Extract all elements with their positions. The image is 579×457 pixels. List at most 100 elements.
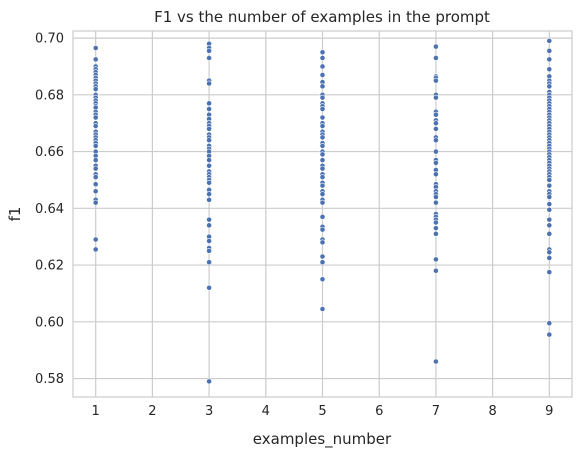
data-point: [319, 72, 326, 78]
data-point: [546, 194, 553, 200]
data-point: [319, 63, 326, 70]
data-point: [206, 247, 212, 254]
x-tick-label: 3: [205, 404, 213, 419]
data-point: [206, 378, 212, 385]
data-point: [319, 143, 326, 149]
x-tick-label: 5: [318, 404, 326, 419]
y-tick-label: 0.60: [35, 315, 64, 330]
y-tick-label: 0.62: [35, 259, 64, 274]
data-point: [319, 55, 326, 61]
data-point: [546, 47, 553, 54]
data-point: [546, 182, 553, 189]
data-point: [92, 56, 99, 63]
data-point: [433, 358, 439, 365]
data-point: [206, 216, 212, 223]
data-point: [92, 114, 99, 121]
data-point: [206, 191, 212, 198]
data-point: [433, 171, 439, 178]
y-tick-label: 0.64: [35, 202, 64, 217]
data-point: [319, 182, 326, 189]
data-point: [206, 80, 212, 87]
data-point: [319, 123, 326, 129]
data-point: [319, 213, 326, 220]
x-tick-label: 1: [92, 404, 100, 419]
data-point: [319, 253, 326, 260]
data-point: [92, 165, 99, 172]
data-point: [546, 222, 553, 229]
y-axis-label: f1: [6, 207, 24, 222]
data-point: [319, 191, 326, 198]
data-point: [92, 188, 99, 195]
data-point: [433, 256, 439, 263]
data-point: [319, 259, 326, 266]
data-point: [92, 174, 99, 181]
data-point: [433, 160, 439, 166]
data-point: [319, 174, 326, 181]
data-point: [319, 106, 326, 112]
data-point: [319, 239, 326, 246]
data-point: [92, 123, 99, 129]
data-point: [92, 143, 99, 149]
y-tick-labels: 0.58 0.60 0.62 0.64 0.66 0.68 0.70: [35, 32, 64, 387]
data-point: [546, 269, 553, 276]
x-tick-label: 9: [545, 404, 553, 419]
data-point: [546, 177, 553, 183]
x-tick-label: 4: [262, 404, 270, 419]
data-point: [433, 120, 439, 127]
data-point: [92, 157, 99, 163]
chart-title: F1 vs the number of examples in the prom…: [154, 8, 490, 26]
data-point: [206, 100, 212, 107]
data-point: [433, 137, 439, 144]
data-point: [319, 306, 326, 312]
data-point: [92, 181, 99, 188]
data-point: [206, 47, 212, 54]
data-point: [433, 94, 439, 101]
y-tick-label: 0.66: [35, 145, 64, 160]
data-point: [319, 199, 326, 206]
data-point: [546, 206, 553, 213]
data-point: [92, 236, 99, 243]
data-point: [546, 201, 553, 207]
data-point: [92, 45, 99, 51]
data-point: [206, 222, 212, 229]
x-tick-label: 6: [375, 404, 383, 419]
data-point: [319, 94, 326, 101]
data-point: [433, 199, 439, 206]
data-point: [206, 162, 212, 169]
data-point: [546, 83, 553, 90]
data-point: [319, 165, 326, 172]
data-point: [546, 331, 553, 338]
data-point: [433, 125, 439, 132]
data-point: [433, 267, 439, 274]
x-tick-label: 8: [488, 404, 496, 419]
data-point: [92, 199, 99, 206]
data-point: [319, 276, 326, 283]
data-point: [319, 134, 326, 141]
data-point: [433, 225, 439, 232]
data-point: [206, 284, 212, 291]
data-point: [206, 157, 212, 163]
x-tick-labels: 1 2 3 4 5 6 7 8 9: [92, 404, 554, 419]
data-point: [546, 66, 553, 73]
data-point: [319, 151, 326, 158]
data-point: [319, 114, 326, 121]
data-point: [546, 249, 553, 256]
data-point: [206, 196, 212, 203]
data-point: [206, 125, 212, 132]
y-tick-label: 0.70: [35, 32, 64, 47]
data-point: [433, 219, 439, 226]
data-point: [433, 148, 439, 155]
data-point: [433, 43, 439, 50]
data-point: [546, 230, 553, 237]
x-tick-label: 7: [432, 404, 440, 419]
data-point: [319, 157, 326, 163]
data-point: [206, 238, 212, 244]
y-tick-label: 0.58: [35, 372, 64, 387]
data-points: [92, 38, 553, 385]
data-point: [433, 111, 439, 118]
data-point: [546, 320, 553, 327]
data-point: [92, 86, 99, 93]
data-point: [433, 194, 439, 200]
plot-frame: [72, 30, 573, 398]
